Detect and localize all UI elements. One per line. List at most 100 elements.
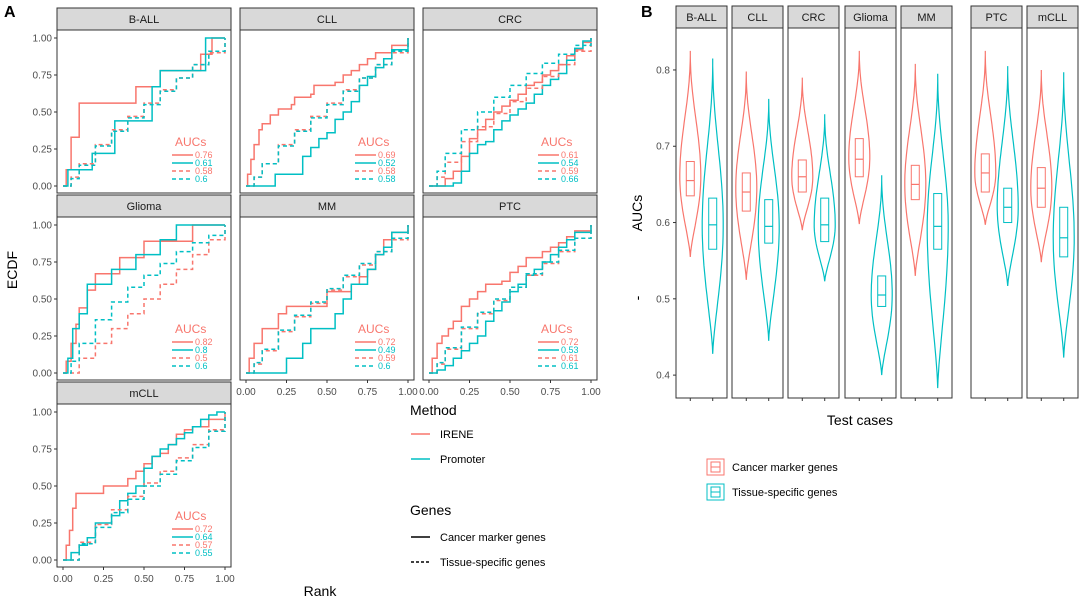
auc-legend-title: AUCs <box>175 509 206 523</box>
y-tick-label: 0.75 <box>33 258 53 269</box>
box-crc-cancer <box>797 159 807 193</box>
legend-genes-label: Tissue-specific genes <box>440 557 546 569</box>
ecdf-line-cll-promoter-cancer <box>246 38 409 187</box>
auc-value: 0.49 <box>378 345 396 355</box>
violin-facet-title-cll: CLL <box>747 12 767 24</box>
facet-b-all: B-ALL 0.00 0.25 0.50 0.75 1.00 AUCs0.760.610.5… <box>33 7 232 194</box>
auc-value: 0.55 <box>195 548 213 558</box>
auc-value: 0.82 <box>195 337 213 347</box>
ecdf-line-mm-irene-tissue <box>246 225 409 374</box>
violin-y-axis-secondary: - <box>629 295 645 300</box>
ecdf-line-b-all-promoter-tissue <box>63 38 226 187</box>
box-mm-cancer <box>910 164 920 201</box>
facet-title-b-all: B-ALL <box>129 14 160 26</box>
auc-value: 0.54 <box>561 158 579 168</box>
auc-legend-title: AUCs <box>541 322 572 336</box>
violin-facet-mm: MM <box>900 5 953 401</box>
legend-panel-a: Method IRENE Promoter Genes Cancer marker ge… <box>410 402 546 569</box>
violin-legend-label: Tissue-specific genes <box>732 487 838 499</box>
y-tick-label: 0.50 <box>33 108 53 119</box>
panel-label-a: A <box>4 4 16 21</box>
x-tick-label: 0.75 <box>358 387 378 398</box>
auc-value: 0.53 <box>561 345 579 355</box>
auc-value: 0.6 <box>195 361 208 371</box>
violin-ptc-cancer <box>974 50 997 225</box>
auc-value: 0.69 <box>378 150 396 160</box>
facet-title-crc: CRC <box>498 14 522 26</box>
ecdf-line-ptc-irene-cancer <box>429 225 592 374</box>
ecdf-line-crc-irene-cancer <box>429 38 592 187</box>
violin-facet-title-ptc: PTC <box>986 12 1008 24</box>
violin-facet-cll: CLL <box>731 5 784 401</box>
violin-glioma-tissue <box>870 175 893 376</box>
violin-y-tick-label: 0.4 <box>656 371 670 382</box>
ecdf-line-b-all-promoter-cancer <box>63 37 225 187</box>
violin-ptc-tissue <box>996 66 1019 286</box>
violin-legend-item: Tissue-specific genes <box>706 483 838 501</box>
box-mcll-cancer <box>1036 167 1046 208</box>
auc-value: 0.6 <box>195 174 208 184</box>
auc-value: 0.72 <box>378 337 396 347</box>
y-tick-label: 0.75 <box>33 71 53 82</box>
facet-title-glioma: Glioma <box>127 201 163 213</box>
violin-x-axis-title: Test cases <box>827 412 893 428</box>
y-tick-label: 0.25 <box>33 145 53 156</box>
auc-value: 0.52 <box>378 158 396 168</box>
violin-mcll-cancer <box>1030 70 1053 263</box>
auc-value: 0.59 <box>378 353 396 363</box>
x-tick-label: 0.25 <box>277 387 297 398</box>
violin-facet-glioma: Glioma <box>844 5 897 401</box>
ecdf-line-glioma-irene-tissue <box>63 225 226 374</box>
ecdf-line-mcll-promoter-tissue <box>63 412 226 561</box>
panel-a-ecdf: B-ALL0.000.250.500.751.00AUCs0.760.610.5… <box>4 7 601 599</box>
ecdf-line-crc-promoter-tissue <box>429 38 592 187</box>
y-tick-label: 0.50 <box>33 482 53 493</box>
legend-method-label-irene: IRENE <box>440 429 474 441</box>
box-ptc-tissue <box>1003 187 1013 224</box>
y-tick-label: 0.50 <box>33 295 53 306</box>
auc-value: 0.61 <box>195 158 213 168</box>
violin-crc-cancer <box>791 77 814 231</box>
x-tick-label: 0.75 <box>175 574 195 585</box>
x-tick-label: 0.50 <box>134 574 154 585</box>
auc-value: 0.8 <box>195 345 208 355</box>
violin-y-tick-label: 0.6 <box>656 218 670 229</box>
x-tick-label: 0.00 <box>53 574 73 585</box>
violin-y-tick-label: 0.7 <box>656 142 670 153</box>
box-glioma-tissue <box>877 275 887 307</box>
ecdf-line-crc-promoter-cancer <box>429 38 592 187</box>
auc-value: 0.72 <box>195 524 213 534</box>
x-tick-label: 0.75 <box>541 387 561 398</box>
y-tick-label: 0.25 <box>33 332 53 343</box>
auc-legend-title: AUCs <box>541 135 572 149</box>
ecdf-line-glioma-promoter-cancer <box>63 224 225 374</box>
violin-facet-ptc: PTC <box>970 5 1023 401</box>
auc-legend-title: AUCs <box>358 322 389 336</box>
violin-y-tick-label: 0.5 <box>656 294 670 305</box>
violin-facet-title-mm: MM <box>917 12 935 24</box>
y-tick-label: 0.75 <box>33 445 53 456</box>
auc-legend-title: AUCs <box>175 322 206 336</box>
violin-y-tick-label: 0.8 <box>656 65 670 76</box>
auc-value: 0.58 <box>195 166 213 176</box>
y-tick-label: 0.00 <box>33 369 53 380</box>
ecdf-line-cll-irene-cancer <box>246 38 409 187</box>
violin-facet-b-all: B-ALL <box>675 5 728 401</box>
violin-y-axis-title: AUCs <box>629 195 645 232</box>
x-tick-label: 1.00 <box>581 387 601 398</box>
ecdf-line-mm-promoter-tissue <box>246 225 409 374</box>
box-glioma-cancer <box>854 138 864 178</box>
x-tick-label: 0.00 <box>419 387 439 398</box>
violin-plot-area-crc <box>787 27 840 399</box>
legend-method-title: Method <box>410 402 457 418</box>
x-tick-label: 0.50 <box>500 387 520 398</box>
facet-title-cll: CLL <box>317 14 337 26</box>
violin-b-all-cancer <box>679 50 702 257</box>
box-crc-tissue <box>820 197 830 243</box>
box-mm-tissue <box>933 193 943 250</box>
x-tick-label: 0.50 <box>317 387 337 398</box>
violin-facet-crc: CRC <box>787 5 840 401</box>
ecdf-line-glioma-irene-cancer <box>63 224 225 374</box>
